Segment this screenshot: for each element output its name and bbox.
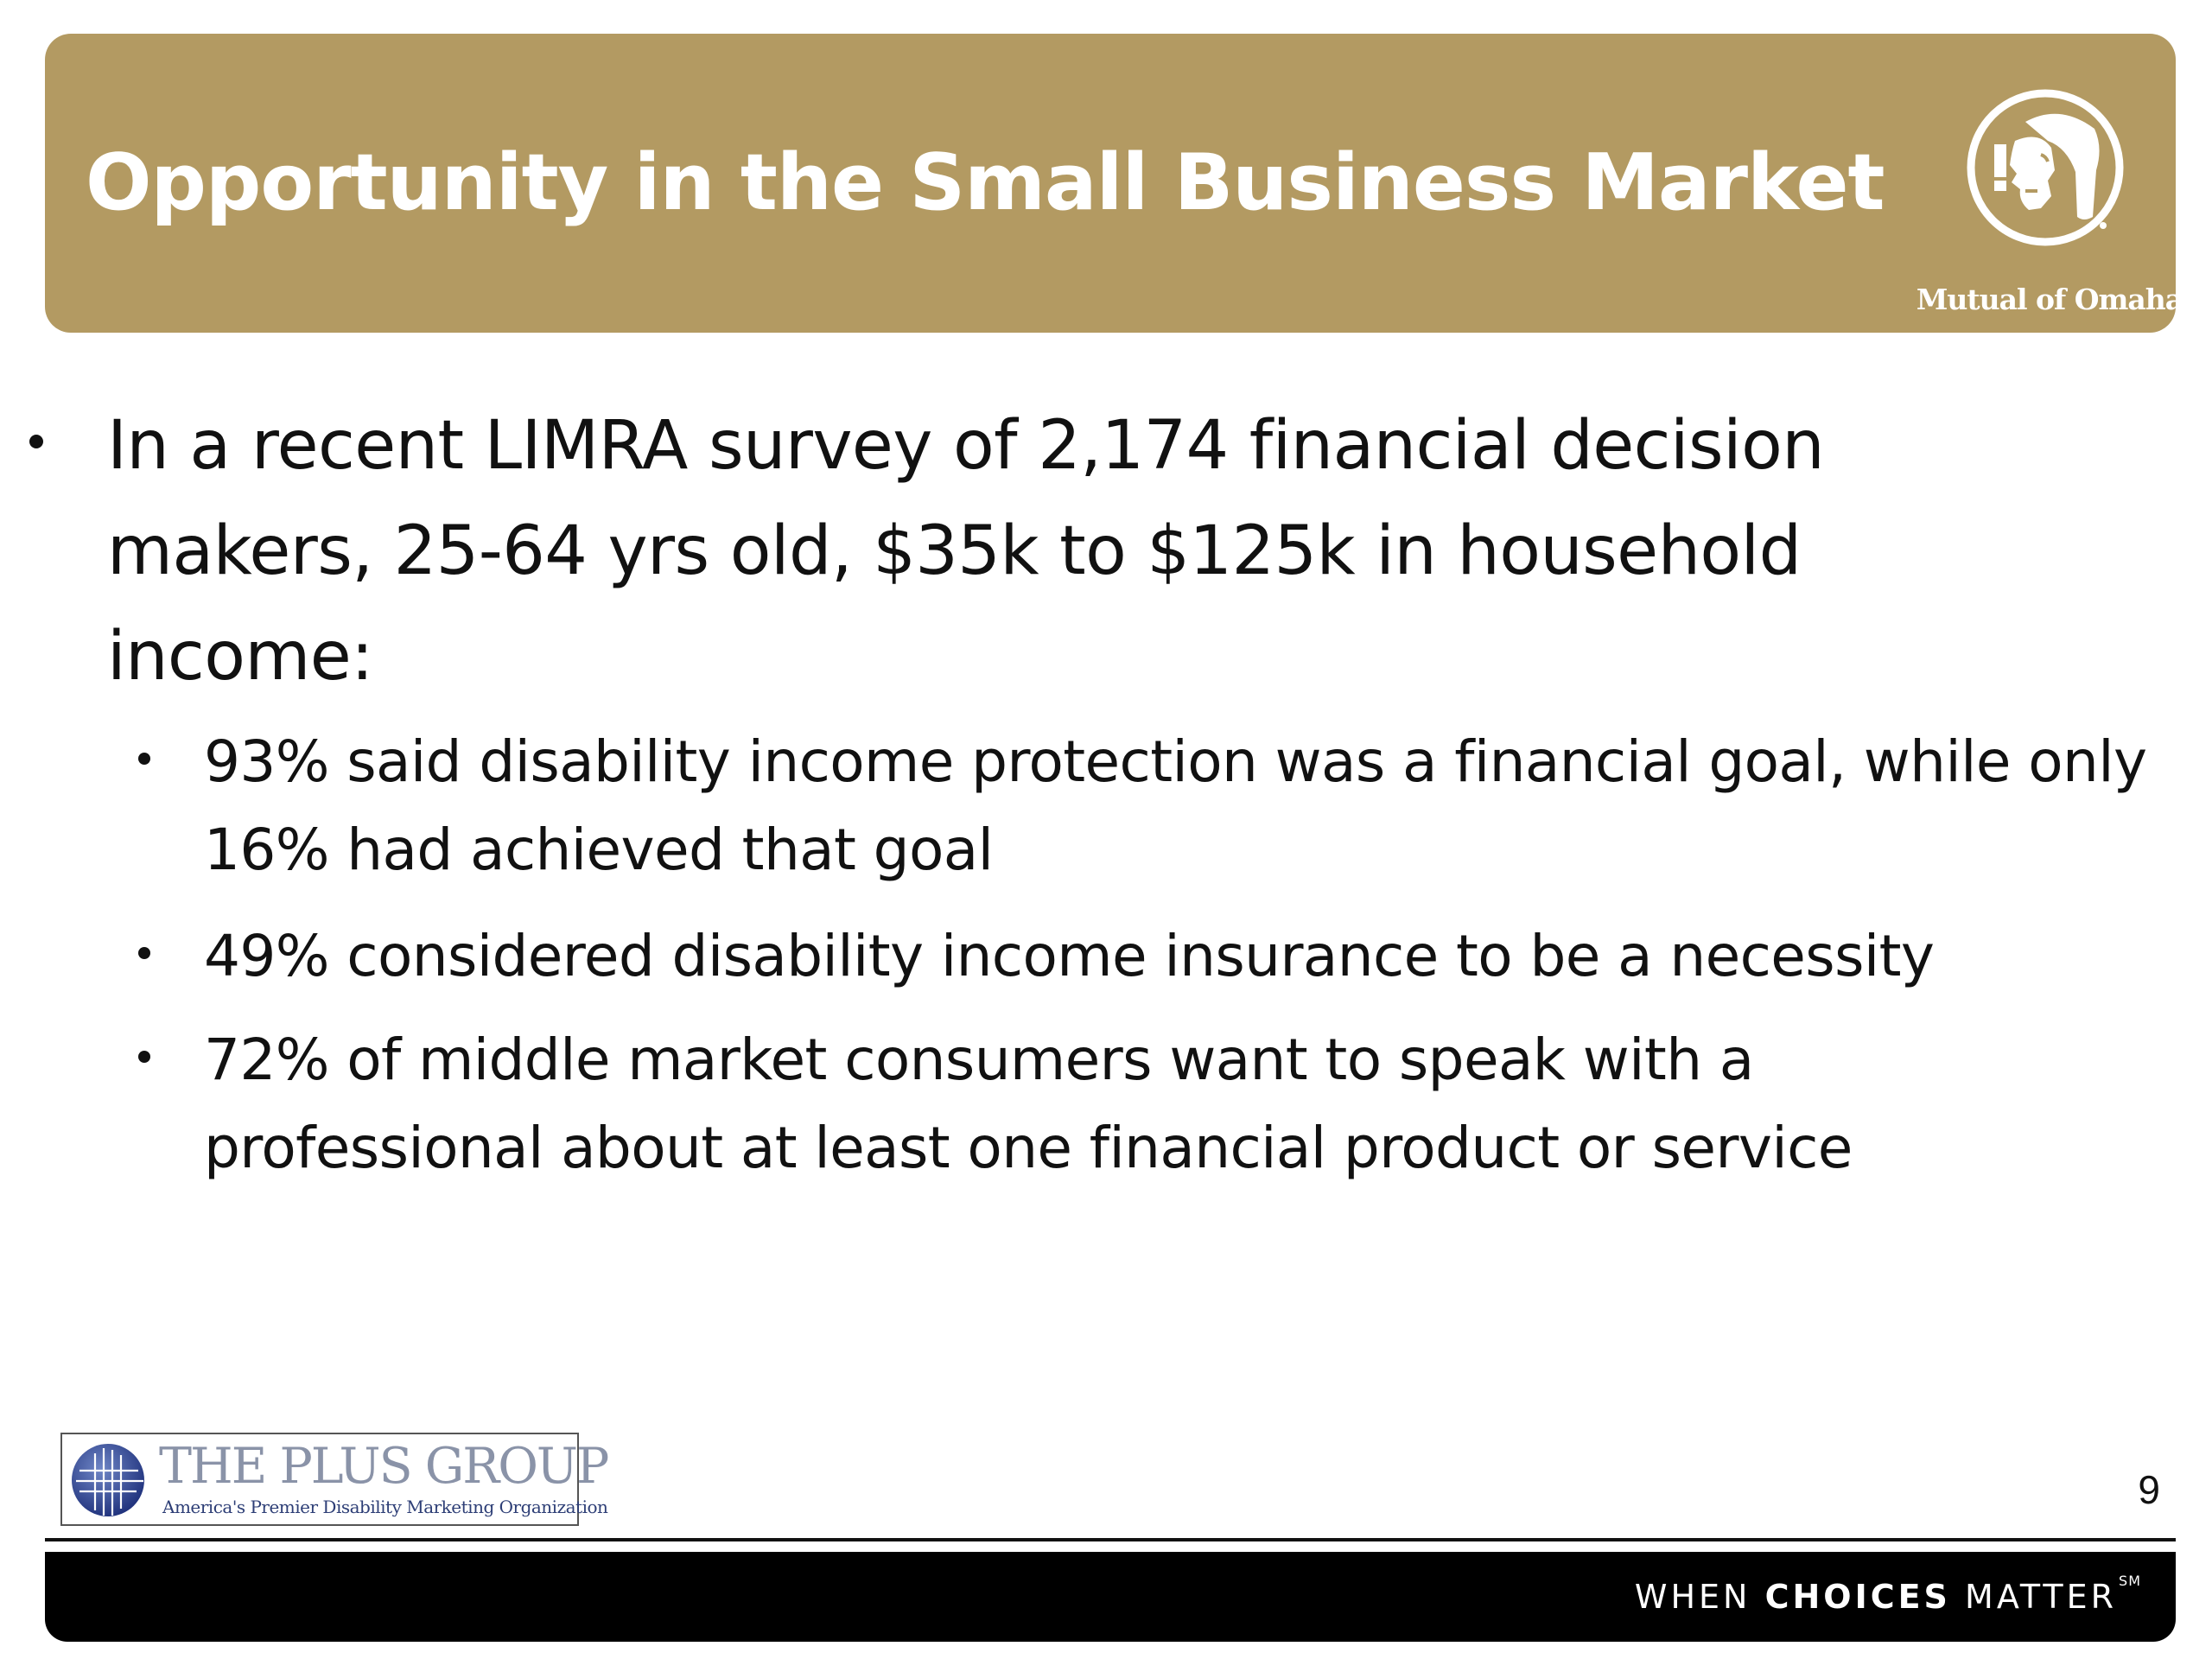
slogan-emphasis: CHOICES <box>1764 1578 1951 1616</box>
footer-slogan: WHEN CHOICES MATTER SM <box>1635 1573 2141 1621</box>
brand-wordmark: Mutual of Omaha <box>1916 283 2183 316</box>
slide-title: Opportunity in the Small Business Market <box>86 137 1885 228</box>
page-number: 9 <box>2138 1467 2160 1512</box>
title-banner: Opportunity in the Small Business Market… <box>45 34 2183 333</box>
partner-tagline: America's Premier Disability Marketing O… <box>162 1497 608 1517</box>
bullet-dot <box>29 435 43 448</box>
sub-bullet-financial-goal-text: 93% said disability income protection wa… <box>204 728 2147 883</box>
bullet-dot <box>138 947 150 959</box>
bullet-dot <box>138 1051 150 1063</box>
footer-divider <box>45 1538 2176 1541</box>
partner-name: THE PLUS GROUP <box>159 1438 609 1495</box>
sub-bullet-speak-professional-text: 72% of middle market consumers want to s… <box>204 1027 1853 1181</box>
sub-bullet-necessity-text: 49% considered disability income insuran… <box>204 923 1935 989</box>
globe-grid-icon <box>72 1444 144 1516</box>
indian-head-emblem-icon <box>1967 89 2124 246</box>
bullet-survey-text: In a recent LIMRA survey of 2,174 financ… <box>107 407 1825 696</box>
slogan-prefix: WHEN <box>1634 1578 1751 1616</box>
footer-bar: WHEN CHOICES MATTER SM <box>45 1552 2176 1642</box>
service-mark: SM <box>2119 1573 2141 1589</box>
partner-logo: THE PLUS GROUP America's Premier Disabil… <box>60 1433 609 1526</box>
brand-logo: Mutual of Omaha <box>1903 87 2183 321</box>
bullet-dot <box>138 753 150 765</box>
slogan-suffix: MATTER <box>1965 1578 2118 1616</box>
